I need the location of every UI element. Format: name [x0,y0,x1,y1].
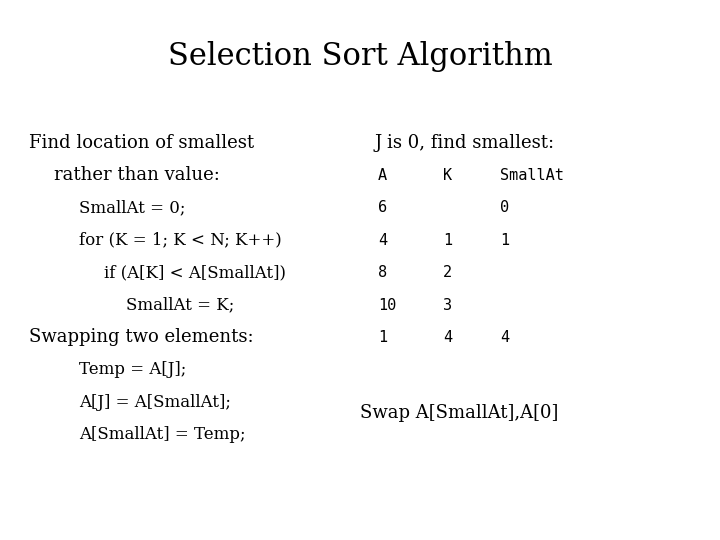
Text: SmallAt: SmallAt [500,168,564,183]
Text: A[J] = A[SmallAt];: A[J] = A[SmallAt]; [79,394,231,411]
Text: 6: 6 [378,200,387,215]
Text: rather than value:: rather than value: [54,166,220,185]
Text: 3: 3 [443,298,452,313]
Text: 10: 10 [378,298,396,313]
Text: 4: 4 [443,330,452,345]
Text: for (K = 1; K < N; K++): for (K = 1; K < N; K++) [79,232,282,249]
Text: A[SmallAt] = Temp;: A[SmallAt] = Temp; [79,426,246,443]
Text: 8: 8 [378,265,387,280]
Text: K: K [443,168,452,183]
Text: 4: 4 [500,330,510,345]
Text: 1: 1 [443,233,452,248]
Text: Temp = A[J];: Temp = A[J]; [79,361,186,379]
Text: Swapping two elements:: Swapping two elements: [29,328,253,347]
Text: SmallAt = K;: SmallAt = K; [126,296,234,314]
Text: Selection Sort Algorithm: Selection Sort Algorithm [168,41,552,72]
Text: Find location of smallest: Find location of smallest [29,134,254,152]
Text: 2: 2 [443,265,452,280]
Text: Swap A[SmallAt],A[0]: Swap A[SmallAt],A[0] [360,404,559,422]
Text: A: A [378,168,387,183]
Text: 0: 0 [500,200,510,215]
Text: SmallAt = 0;: SmallAt = 0; [79,199,186,217]
Text: if (A[K] < A[SmallAt]): if (A[K] < A[SmallAt]) [104,264,287,281]
Text: 1: 1 [500,233,510,248]
Text: 4: 4 [378,233,387,248]
Text: 1: 1 [378,330,387,345]
Text: J is 0, find smallest:: J is 0, find smallest: [374,134,554,152]
